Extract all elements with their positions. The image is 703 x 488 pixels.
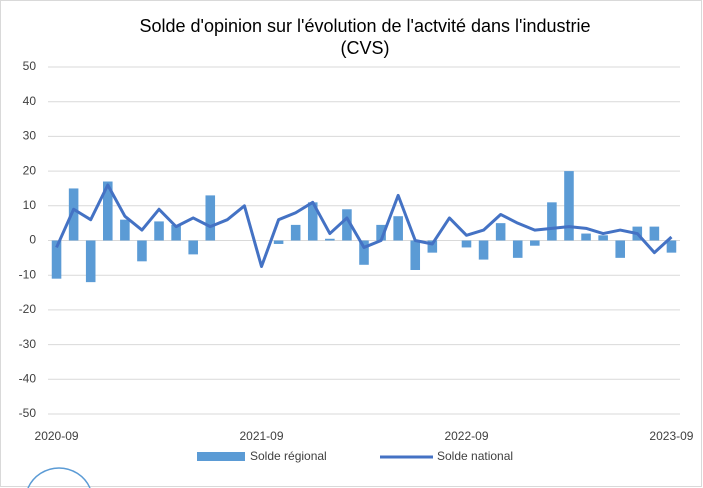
bar [495,223,506,241]
bar [171,224,181,241]
chart-subtitle: (CVS) [341,38,390,58]
bar [512,240,523,258]
bar [461,240,472,248]
bar [103,181,113,241]
x-tick-label: 2022-09 [444,429,488,443]
legend-label: Solde régional [250,449,327,463]
bar [547,202,557,241]
x-tick-label: 2020-09 [35,429,79,443]
y-tick-label: 30 [23,129,37,143]
bar [359,240,369,265]
y-tick-label: -20 [19,302,37,316]
bar [427,240,438,253]
y-tick-label: 10 [23,198,37,212]
y-tick-label: -50 [19,406,37,420]
bar [205,195,216,241]
bar [154,221,164,241]
bar [598,235,608,241]
bar [649,226,660,241]
bar [137,240,147,262]
bar [273,240,284,244]
x-tick-label: 2023-09 [649,429,693,443]
bar [188,240,198,255]
bar [478,240,489,260]
x-tick-label: 2021-09 [239,429,283,443]
y-tick-label: 40 [23,94,37,108]
bar [290,224,301,241]
bar [68,188,79,241]
bar [393,216,403,241]
y-tick-label: 20 [23,163,37,177]
bar [564,171,574,241]
legend-swatch [197,452,245,461]
bar [410,240,421,270]
bar [615,240,625,258]
bar [120,219,130,241]
y-tick-label: -30 [19,337,37,351]
logo [27,467,91,488]
y-tick-label: 0 [29,233,36,247]
y-tick-label: -40 [19,371,37,385]
chart-title: Solde d'opinion sur l'évolution de l'act… [139,16,590,36]
bar [530,240,540,246]
line [55,183,673,269]
bar [85,240,96,283]
y-tick-label: 50 [23,59,37,73]
bar [666,240,677,253]
bar [342,209,352,241]
bar [51,240,62,279]
bar [376,224,386,241]
bar [581,233,591,241]
y-tick-label: -10 [19,267,37,281]
bar [307,202,318,241]
bar [325,238,335,241]
legend-label: Solde national [437,449,513,463]
